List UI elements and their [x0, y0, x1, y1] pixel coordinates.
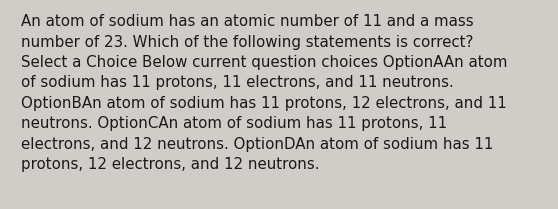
- Text: An atom of sodium has an atomic number of 11 and a mass
number of 23. Which of t: An atom of sodium has an atomic number o…: [21, 14, 507, 172]
